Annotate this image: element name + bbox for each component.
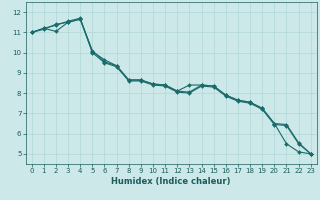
X-axis label: Humidex (Indice chaleur): Humidex (Indice chaleur) xyxy=(111,177,231,186)
